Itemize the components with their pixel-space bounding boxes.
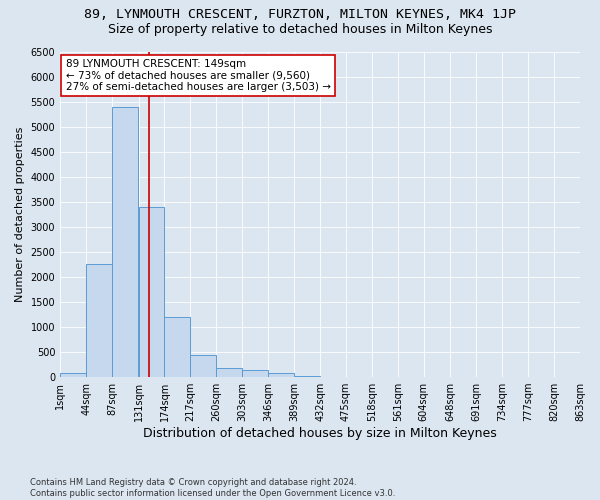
Bar <box>294 376 320 377</box>
Text: 89, LYNMOUTH CRESCENT, FURZTON, MILTON KEYNES, MK4 1JP: 89, LYNMOUTH CRESCENT, FURZTON, MILTON K… <box>84 8 516 20</box>
Bar <box>164 317 190 377</box>
Bar <box>112 106 138 377</box>
Bar <box>139 207 164 377</box>
Text: Size of property relative to detached houses in Milton Keynes: Size of property relative to detached ho… <box>108 22 492 36</box>
Text: 89 LYNMOUTH CRESCENT: 149sqm
← 73% of detached houses are smaller (9,560)
27% of: 89 LYNMOUTH CRESCENT: 149sqm ← 73% of de… <box>65 59 331 92</box>
Bar <box>86 264 112 377</box>
Bar <box>242 370 268 377</box>
X-axis label: Distribution of detached houses by size in Milton Keynes: Distribution of detached houses by size … <box>143 427 497 440</box>
Bar <box>60 373 86 377</box>
Bar <box>320 376 346 377</box>
Bar <box>217 368 242 377</box>
Bar <box>268 372 294 377</box>
Y-axis label: Number of detached properties: Number of detached properties <box>15 126 25 302</box>
Text: Contains HM Land Registry data © Crown copyright and database right 2024.
Contai: Contains HM Land Registry data © Crown c… <box>30 478 395 498</box>
Bar <box>190 354 217 377</box>
